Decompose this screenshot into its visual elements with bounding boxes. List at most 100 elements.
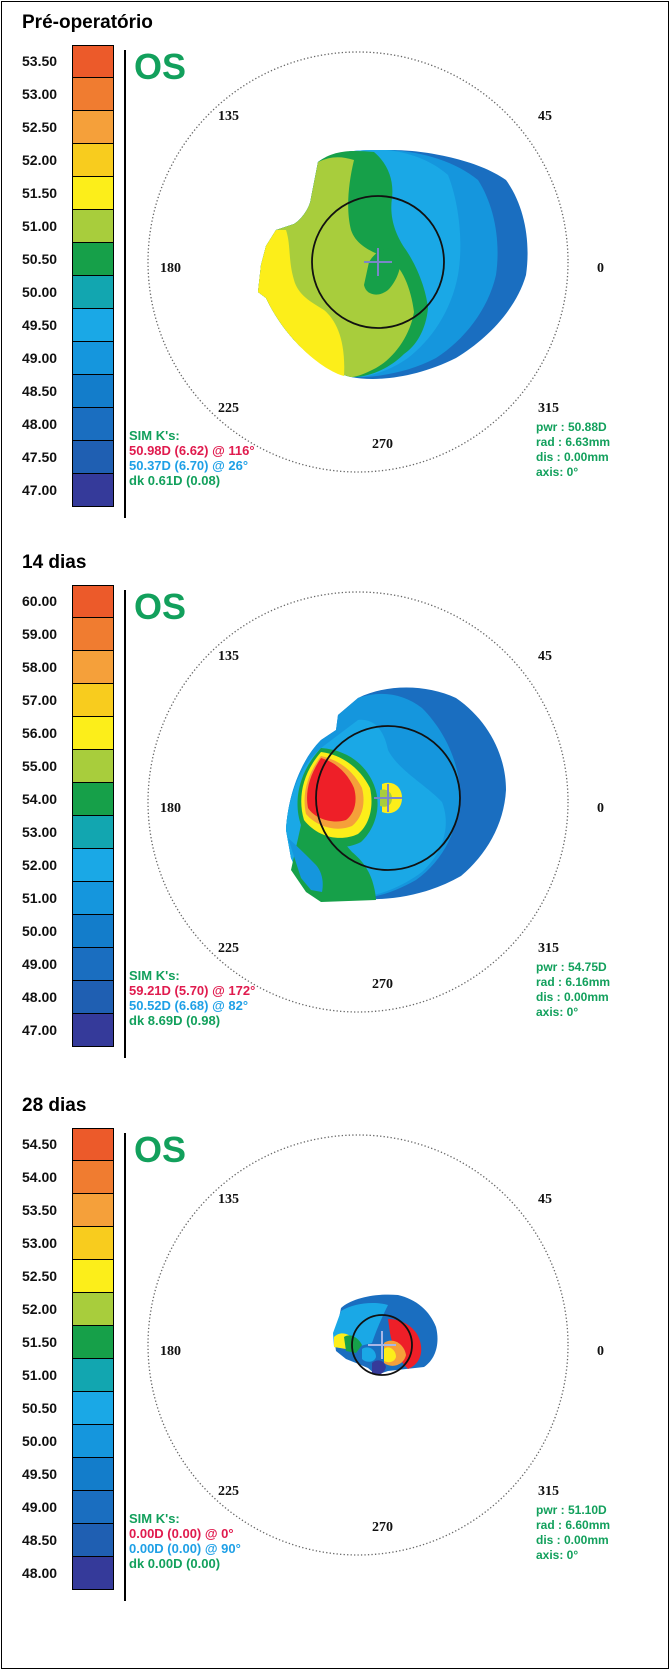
scale-row: 48.00 <box>22 408 114 441</box>
scale-swatch <box>72 1260 114 1293</box>
scale-row: 50.00 <box>22 276 114 309</box>
sim-k-steep: 50.98D (6.62) @ 116° <box>129 443 255 458</box>
angle-45: 45 <box>538 649 552 664</box>
scale-value: 51.00 <box>22 890 58 906</box>
scale-row: 53.00 <box>22 816 114 849</box>
scale-value: 52.50 <box>22 1268 58 1284</box>
angle-180: 180 <box>160 1344 181 1359</box>
dis-value: dis : 0.00mm <box>536 1533 609 1547</box>
scale-swatch <box>72 618 114 651</box>
panel-title: 14 dias <box>22 552 87 573</box>
scale-value: 53.50 <box>22 53 58 69</box>
scale-value: 48.00 <box>22 1565 58 1581</box>
scale-swatch <box>72 717 114 750</box>
scale-swatch <box>72 816 114 849</box>
scale-row: 54.00 <box>22 783 114 816</box>
scale-row: 53.00 <box>22 78 114 111</box>
corneal-color-map <box>258 150 528 379</box>
scale-row: 52.00 <box>22 144 114 177</box>
scale-value: 58.00 <box>22 659 58 675</box>
outer-ring <box>147 1134 569 1556</box>
eye-label: OS <box>134 586 187 627</box>
scale-swatch <box>72 651 114 684</box>
scale-value: 48.00 <box>22 989 58 1005</box>
scale-row: 49.50 <box>22 309 114 342</box>
angle-135: 135 <box>218 1192 239 1207</box>
panel-28-days: 28 dias 54.50 54.00 53.50 53.00 52.50 52… <box>2 1085 670 1635</box>
angle-270: 270 <box>372 977 393 992</box>
angle-225: 225 <box>218 401 239 416</box>
scale-swatch <box>72 474 114 507</box>
dis-value: dis : 0.00mm <box>536 990 609 1004</box>
pupil-circle <box>311 195 445 329</box>
angle-180: 180 <box>160 261 181 276</box>
sim-k-delta: dk 0.00D (0.00) <box>129 1556 221 1571</box>
panel-title: 28 dias <box>22 1095 87 1116</box>
corneal-color-map <box>333 1294 438 1375</box>
sim-k-flat: 0.00D (0.00) @ 90° <box>129 1541 241 1556</box>
panel-14-days: 14 dias 60.00 59.00 58.00 57.00 56.00 55… <box>2 542 670 1092</box>
scale-value: 54.50 <box>22 1136 58 1152</box>
scale-swatch <box>72 1491 114 1524</box>
panel-pre-op: Pré-operatório 53.50 53.00 52.50 52.00 5… <box>2 2 670 552</box>
angle-315: 315 <box>538 1484 559 1499</box>
scale-row: 50.00 <box>22 915 114 948</box>
rad-value: rad : 6.63mm <box>536 435 611 449</box>
scale-swatch <box>72 1392 114 1425</box>
center-crosshair <box>374 784 402 812</box>
scale-value: 47.50 <box>22 449 58 465</box>
scale-swatch <box>72 1014 114 1047</box>
angle-45: 45 <box>538 1192 552 1207</box>
scale-swatch <box>72 585 114 618</box>
scale-swatch <box>72 243 114 276</box>
scale-swatch <box>72 1293 114 1326</box>
scale-row: 51.00 <box>22 1359 114 1392</box>
scale-row: 54.50 <box>22 1128 114 1161</box>
scale-value: 51.50 <box>22 185 58 201</box>
scale-row: 60.00 <box>22 585 114 618</box>
scale-swatch <box>72 1227 114 1260</box>
scale-row: 58.00 <box>22 651 114 684</box>
scale-swatch <box>72 750 114 783</box>
scale-value: 49.50 <box>22 317 58 333</box>
rad-value: rad : 6.16mm <box>536 975 611 989</box>
outer-ring <box>147 51 569 473</box>
scale-row: 49.00 <box>22 342 114 375</box>
scale-swatch <box>72 111 114 144</box>
scale-row: 54.00 <box>22 1161 114 1194</box>
scale-value: 47.00 <box>22 482 58 498</box>
scale-value: 60.00 <box>22 593 58 609</box>
angle-270: 270 <box>372 1520 393 1535</box>
scale-row: 48.50 <box>22 1524 114 1557</box>
angle-225: 225 <box>218 1484 239 1499</box>
angle-315: 315 <box>538 401 559 416</box>
scale-swatch <box>72 849 114 882</box>
scale-value: 52.00 <box>22 857 58 873</box>
scale-row: 47.50 <box>22 441 114 474</box>
scale-swatch <box>72 1425 114 1458</box>
divider <box>124 590 126 1058</box>
scale-swatch <box>72 408 114 441</box>
angle-270: 270 <box>372 437 393 452</box>
angle-180: 180 <box>160 801 181 816</box>
scale-row: 52.00 <box>22 1293 114 1326</box>
scale-value: 52.00 <box>22 152 58 168</box>
scale-row: 48.50 <box>22 375 114 408</box>
scale-row: 53.50 <box>22 1194 114 1227</box>
scale-value: 48.00 <box>22 416 58 432</box>
scale-swatch <box>72 1524 114 1557</box>
scale-row: 49.50 <box>22 1458 114 1491</box>
angle-0: 0 <box>597 1344 604 1359</box>
color-scale: 53.50 53.00 52.50 52.00 51.50 51.00 50.5… <box>22 45 114 507</box>
scale-value: 50.50 <box>22 1400 58 1416</box>
scale-swatch <box>72 144 114 177</box>
divider <box>124 1133 126 1601</box>
cursor-readout: pwr : 54.75D rad : 6.16mm dis : 0.00mm a… <box>536 960 610 1020</box>
scale-row: 50.50 <box>22 243 114 276</box>
scale-value: 49.00 <box>22 350 58 366</box>
scale-value: 57.00 <box>22 692 58 708</box>
scale-value: 52.00 <box>22 1301 58 1317</box>
scale-swatch <box>72 375 114 408</box>
scale-row: 59.00 <box>22 618 114 651</box>
